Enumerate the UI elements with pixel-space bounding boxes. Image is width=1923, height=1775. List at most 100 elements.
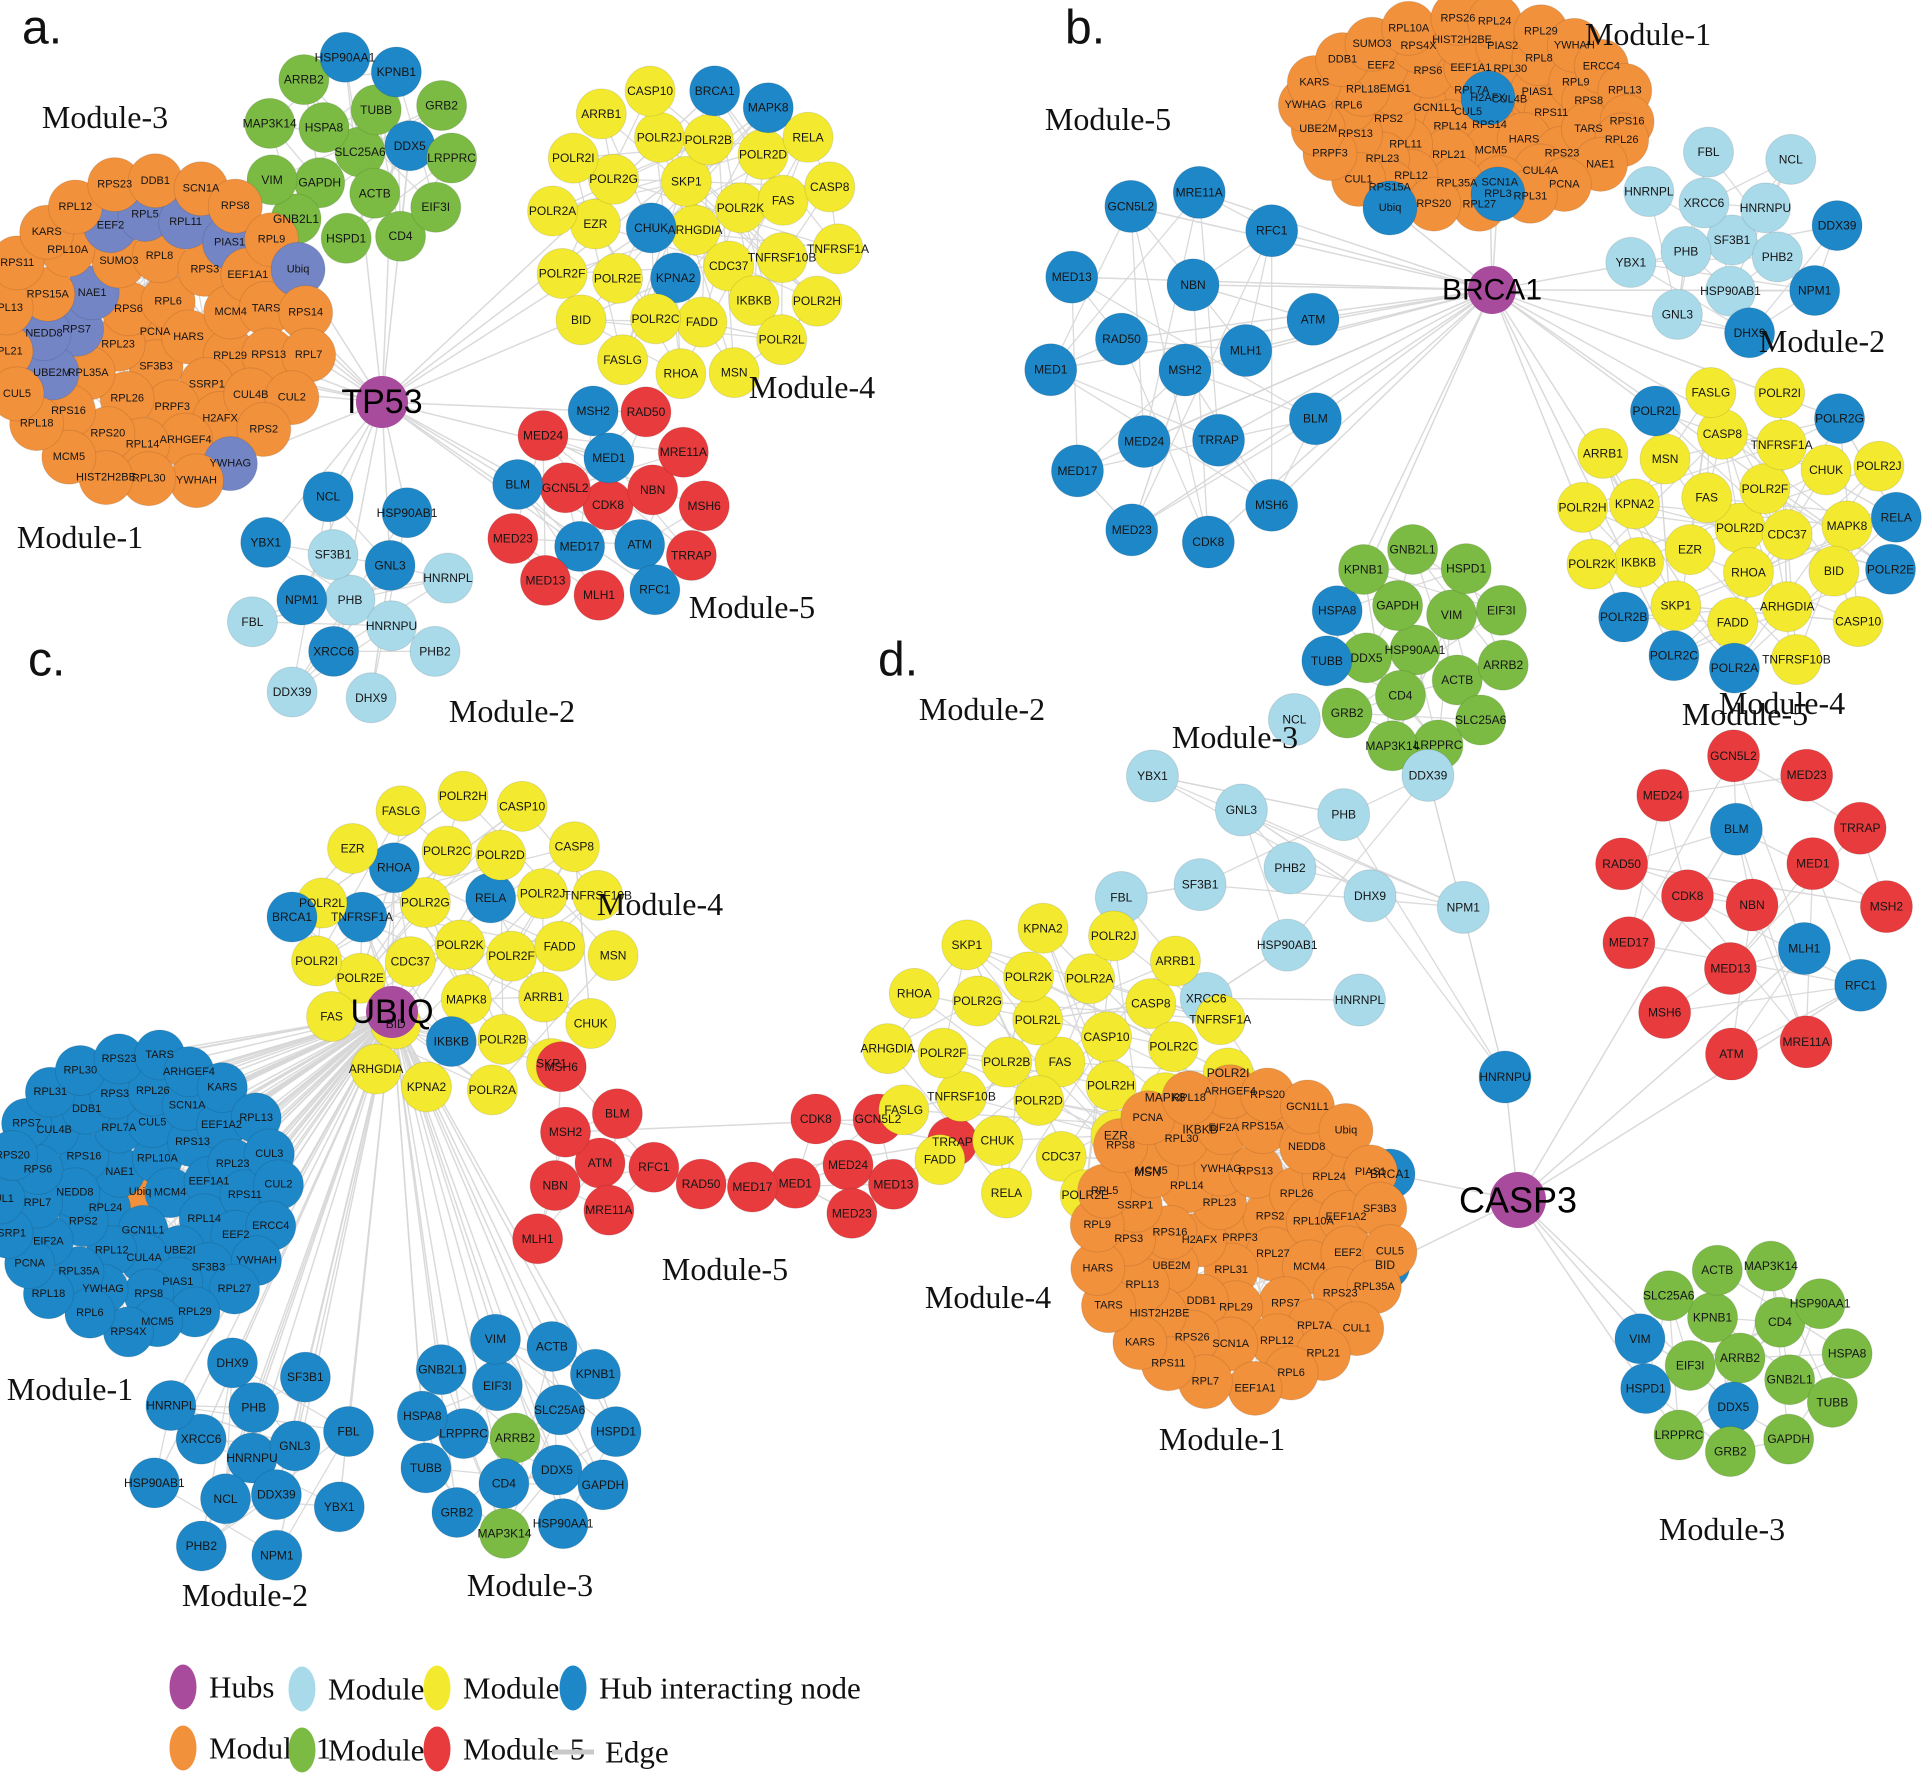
network-node[interactable] [1064,953,1116,1005]
network-node[interactable] [1745,1240,1797,1292]
network-node[interactable] [1814,393,1866,445]
network-node[interactable] [409,625,461,677]
network-node[interactable] [334,952,386,1004]
network-node[interactable] [175,1413,227,1465]
network-node[interactable] [665,529,717,581]
network-node[interactable] [1245,478,1299,532]
network-node[interactable] [1682,126,1734,178]
network-node[interactable] [689,65,741,117]
network-node[interactable] [349,167,401,219]
network-node[interactable] [1317,788,1371,842]
network-node[interactable] [534,1384,586,1436]
network-node[interactable] [1557,481,1609,533]
network-node[interactable] [726,1161,778,1213]
network-node[interactable] [1794,1278,1846,1330]
network-node[interactable] [0,366,45,422]
network-node[interactable] [791,275,843,327]
network-node[interactable] [492,459,544,511]
network-node[interactable] [1286,292,1340,346]
network-node[interactable] [1660,869,1714,923]
network-node[interactable] [1301,635,1353,687]
network-node[interactable] [1664,524,1716,576]
network-node[interactable] [660,155,712,207]
network-node[interactable] [941,919,993,971]
network-node[interactable] [1161,1070,1217,1126]
network-node[interactable] [306,990,358,1042]
network-node[interactable] [756,314,808,366]
network-node[interactable] [624,65,676,117]
network-node[interactable] [1651,288,1703,340]
network-node[interactable] [426,132,478,184]
network-node[interactable] [790,1093,842,1145]
network-node[interactable] [1638,985,1692,1039]
network-node[interactable] [1786,837,1840,891]
network-node[interactable] [1045,250,1099,304]
network-node[interactable] [862,1023,914,1075]
network-node[interactable] [575,88,627,140]
network-node[interactable] [1166,258,1220,312]
network-node[interactable] [1707,729,1761,783]
network-node[interactable] [1117,415,1171,469]
network-node[interactable] [1374,669,1426,721]
network-node[interactable] [1724,307,1776,359]
network-node[interactable] [1763,1413,1815,1465]
network-node[interactable] [1401,748,1455,802]
network-node[interactable] [1598,591,1650,643]
network-node[interactable] [1147,1021,1199,1073]
network-node[interactable] [1865,543,1917,595]
network-node[interactable] [236,401,292,457]
network-node[interactable] [1636,768,1690,822]
network-node[interactable] [319,31,371,83]
network-node[interactable] [1035,1130,1087,1182]
network-node[interactable] [485,930,537,982]
network-node[interactable] [1832,596,1884,648]
network-node[interactable] [496,780,548,832]
network-node[interactable] [782,111,834,163]
network-node[interactable] [1431,654,1483,706]
network-node[interactable] [517,410,569,462]
network-node[interactable] [1267,692,1321,746]
network-node[interactable] [431,1486,483,1538]
network-node[interactable] [1577,427,1629,479]
network-node[interactable] [1751,231,1803,283]
network-node[interactable] [628,1141,680,1193]
network-node[interactable] [1085,1060,1137,1112]
network-node[interactable] [980,1167,1032,1219]
network-node[interactable] [590,1406,642,1458]
network-node[interactable] [804,161,856,213]
network-node[interactable] [400,1442,452,1494]
network-node[interactable] [1761,509,1813,561]
network-node[interactable] [278,54,330,106]
network-node[interactable] [1780,748,1834,802]
network-node[interactable] [1870,491,1922,543]
network-node[interactable] [320,212,372,264]
network-node[interactable] [554,520,606,572]
network-node[interactable] [1650,580,1702,632]
network-node[interactable] [826,1187,878,1239]
network-node[interactable] [1708,642,1760,694]
network-node[interactable] [1173,858,1227,912]
network-node[interactable] [1332,973,1386,1027]
network-node[interactable] [577,1459,629,1511]
network-node[interactable] [591,1088,643,1140]
network-node[interactable] [512,1213,564,1265]
network-node[interactable] [323,1405,375,1457]
network-node[interactable] [279,1351,331,1403]
network-node[interactable] [547,132,599,184]
network-node[interactable] [588,153,640,205]
network-node[interactable] [1678,177,1730,229]
network-node[interactable] [251,1529,303,1581]
network-node[interactable] [375,210,427,262]
network-node[interactable] [1387,523,1439,575]
network-node[interactable] [469,1313,521,1365]
network-node[interactable] [434,919,486,971]
network-node[interactable] [703,240,755,292]
network-node[interactable] [269,1420,321,1472]
network-node[interactable] [1605,236,1657,288]
network-node[interactable] [527,185,579,237]
network-node[interactable] [1691,1244,1743,1296]
network-node[interactable] [583,432,635,484]
network-node[interactable] [1475,584,1527,636]
network-node[interactable] [1566,538,1618,590]
network-node[interactable] [1470,166,1526,222]
